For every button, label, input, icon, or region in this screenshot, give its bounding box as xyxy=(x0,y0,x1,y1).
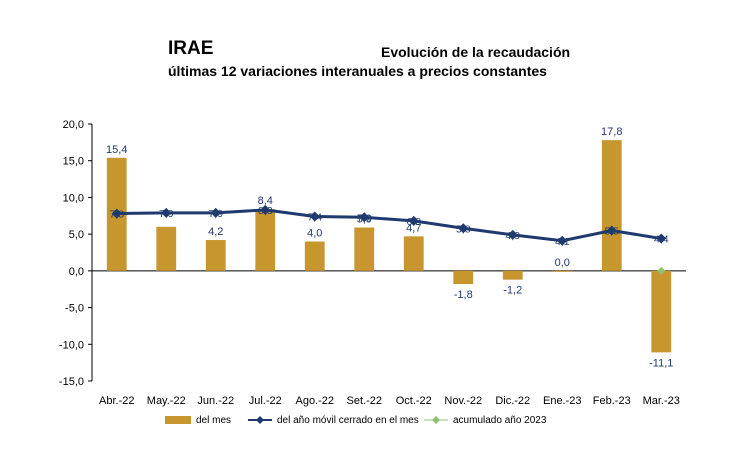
line-point xyxy=(656,233,667,244)
bar xyxy=(205,240,226,271)
line-data-label: 5,5 xyxy=(604,225,619,237)
y-tick-label: 0,0 xyxy=(69,266,84,278)
bar xyxy=(552,270,573,272)
bar-data-label: 5,9 xyxy=(357,214,372,226)
bar xyxy=(156,226,177,271)
bar xyxy=(255,209,276,271)
line-data-label: 4,9 xyxy=(505,230,520,242)
line-point xyxy=(111,208,122,219)
x-tick-label: Nov.-22 xyxy=(444,395,482,407)
line-point xyxy=(557,235,568,246)
accumulated-point xyxy=(657,266,666,275)
x-tick-label: Jun.-22 xyxy=(197,395,234,407)
line-data-label: 6,8 xyxy=(406,216,421,228)
legend: del mes del año móvil cerrado en el mes ac… xyxy=(165,415,547,426)
chart-title-right: Evolución de la recaudación xyxy=(381,44,571,60)
bar xyxy=(502,270,523,280)
line-point xyxy=(210,207,221,218)
data-labels: 15,4 4,2 8,4 4,0 5,9 4,7 -1,8 -1,2 0,0 17,8 -11,1 7… xyxy=(106,126,673,369)
y-tick-label: -5,0 xyxy=(65,303,84,315)
y-tick-label: 10,0 xyxy=(63,192,84,204)
bar xyxy=(304,241,325,271)
line-data-label: 7,9 xyxy=(159,208,174,220)
bar-data-label: 8,4 xyxy=(258,195,273,207)
y-tick-label: -10,0 xyxy=(59,339,84,351)
bar xyxy=(601,140,622,271)
bars xyxy=(106,140,672,353)
line-data-label: 4,4 xyxy=(654,234,669,246)
line-data-label: 4,1 xyxy=(555,236,570,248)
x-tick-label: Jul.-22 xyxy=(249,395,282,407)
y-tick-label: 20,0 xyxy=(63,119,84,131)
bar-data-label: -1,2 xyxy=(503,285,522,297)
line-series xyxy=(111,204,667,275)
legend-marker xyxy=(256,416,264,424)
bar-data-label: 4,0 xyxy=(307,227,322,239)
bar xyxy=(354,227,375,271)
line-point xyxy=(606,225,617,236)
bar-data-label: 4,2 xyxy=(208,226,223,238)
legend-swatch-bar xyxy=(165,416,191,424)
line-point xyxy=(309,211,320,222)
bar-data-label: 4,7 xyxy=(406,222,421,234)
line-point xyxy=(260,204,271,215)
x-tick-label: Abr.-22 xyxy=(99,395,134,407)
axes: -15,0 -10,0 -5,0 0,0 5,0 10,0 15,0 20,0 Abr.-22 M… xyxy=(59,119,686,407)
line-data-label: 7,3 xyxy=(357,212,372,224)
line-point xyxy=(458,223,469,234)
bar xyxy=(403,236,424,271)
line-path xyxy=(116,208,662,243)
legend-label: del año móvil cerrado en el mes xyxy=(277,415,419,426)
bar-data-label: 0,0 xyxy=(555,257,570,269)
line-data-label: 5,8 xyxy=(456,223,471,235)
bar xyxy=(453,270,474,285)
x-tick-label: Feb.-23 xyxy=(593,395,631,407)
y-tick-label: 5,0 xyxy=(69,229,84,241)
x-tick-label: Dic.-22 xyxy=(495,395,530,407)
line-point xyxy=(408,215,419,226)
legend-marker xyxy=(432,416,440,424)
legend-label: acumulado año 2023 xyxy=(453,415,547,426)
y-tick-label: 15,0 xyxy=(63,156,84,168)
line-point xyxy=(359,212,370,223)
bar-data-label: -1,8 xyxy=(454,289,473,301)
line-data-label: 7,8 xyxy=(109,209,124,221)
x-tick-label: Ene.-23 xyxy=(543,395,582,407)
y-tick-label: -15,0 xyxy=(59,376,84,388)
line-data-label: 8,3 xyxy=(258,205,273,217)
bar xyxy=(651,270,672,353)
bar-data-label: 17,8 xyxy=(601,126,622,138)
x-tick-label: Mar.-23 xyxy=(643,395,680,407)
chart-title: IRAE xyxy=(168,38,214,59)
bar-data-label: 15,4 xyxy=(106,144,127,156)
line-data-label: 7,4 xyxy=(307,212,322,224)
x-tick-label: Set.-22 xyxy=(347,395,382,407)
line-point xyxy=(507,229,518,240)
x-tick-label: Ago.-22 xyxy=(295,395,334,407)
chart-subtitle: últimas 12 variaciones interanuales a pr… xyxy=(168,63,547,79)
legend-label: del mes xyxy=(196,415,231,426)
x-tick-label: Oct.-22 xyxy=(396,395,432,407)
line-point xyxy=(161,207,172,218)
x-tick-label: May.-22 xyxy=(147,395,186,407)
bar-data-label: -11,1 xyxy=(649,357,673,369)
line-data-label: 7,9 xyxy=(208,208,223,220)
